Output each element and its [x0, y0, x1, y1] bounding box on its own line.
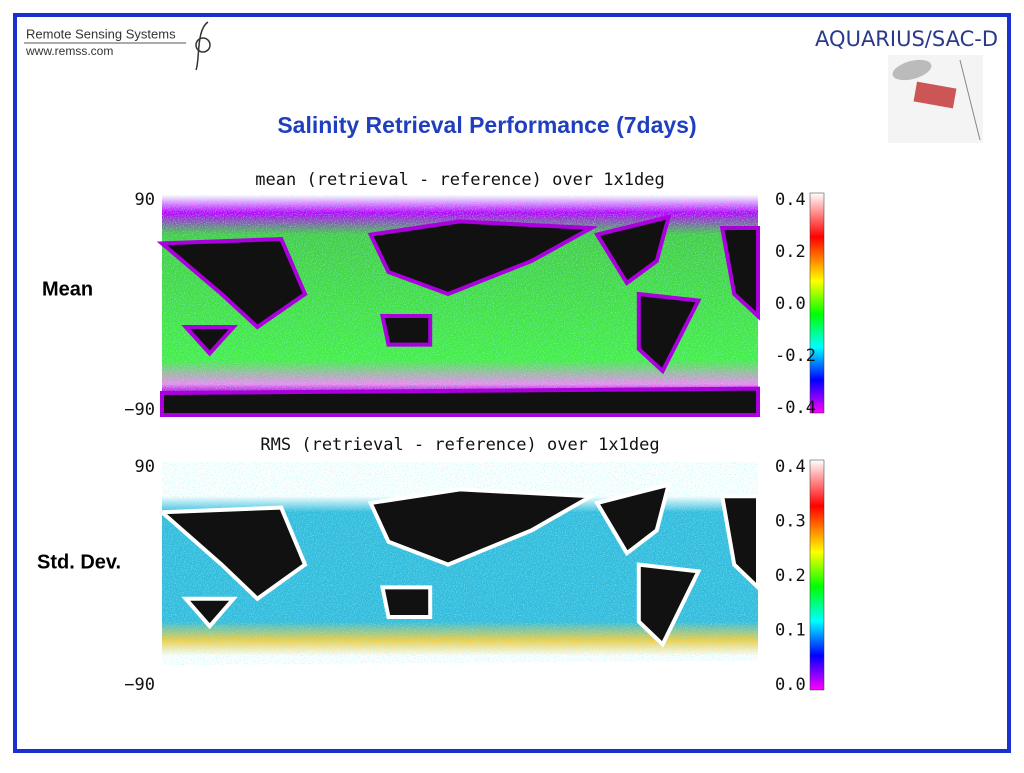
colorbar-label: 0.2	[775, 242, 806, 262]
mission-logo: AQUARIUS/SAC-D	[815, 27, 998, 51]
lat-label: −90	[124, 675, 155, 695]
colorbar-label: 0.2	[775, 566, 806, 586]
map-title: RMS (retrieval - reference) over 1x1deg	[260, 435, 659, 455]
slide-frame	[13, 13, 1011, 753]
colorbar-label: -0.2	[775, 346, 816, 366]
map-land	[380, 585, 433, 619]
map-land	[380, 314, 433, 347]
colorbar-label: 0.1	[775, 621, 806, 641]
map-land	[156, 236, 308, 330]
colorbar-label: 0.0	[775, 675, 806, 695]
map-land	[367, 219, 599, 297]
map-land	[636, 562, 702, 648]
colorbar-label: 0.0	[775, 294, 806, 314]
satellite-image	[888, 55, 983, 143]
colorbar-label: 0.4	[775, 190, 806, 210]
map-land	[181, 325, 238, 357]
slide-title: Salinity Retrieval Performance (7days)	[277, 112, 696, 138]
colorbar	[809, 459, 825, 691]
map-land	[160, 660, 760, 692]
colorbar-label: 0.3	[775, 512, 806, 532]
map-land	[593, 214, 672, 286]
colorbar	[809, 192, 825, 414]
row-label: Mean	[42, 278, 93, 300]
row-label: Std. Dev.	[37, 551, 121, 573]
map-land	[636, 291, 702, 375]
lat-label: 90	[135, 190, 155, 210]
map-land	[181, 596, 238, 630]
map-title: mean (retrieval - reference) over 1x1deg	[255, 170, 664, 190]
map-land	[594, 482, 672, 557]
lat-label: 90	[135, 457, 155, 477]
map-land	[156, 505, 308, 602]
logo-glyph	[195, 21, 211, 71]
map-land	[719, 226, 760, 321]
org-name: Remote Sensing Systems	[26, 26, 176, 41]
map-land	[719, 494, 760, 593]
colorbar-label: -0.4	[775, 398, 816, 418]
lat-label: −90	[124, 400, 155, 420]
map-land	[367, 487, 598, 567]
colorbar-label: 0.4	[775, 457, 806, 477]
map-land	[160, 386, 760, 417]
org-url: www.remss.com	[25, 44, 113, 58]
